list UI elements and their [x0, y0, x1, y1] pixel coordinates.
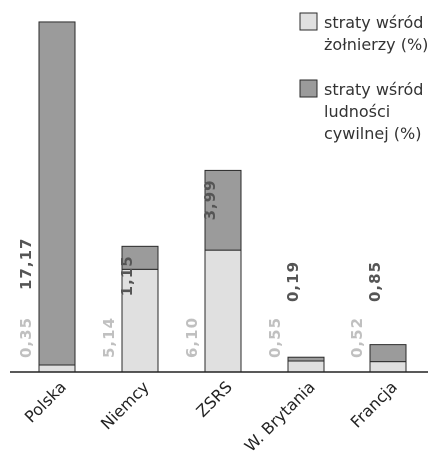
value-label-civilians: 0,85 — [366, 261, 384, 302]
value-label-soldiers: 0,52 — [348, 317, 366, 358]
bar-soldiers-francja — [369, 361, 407, 373]
bar-soldiers-polska — [38, 364, 76, 373]
value-label-civilians: 3,99 — [201, 179, 219, 220]
value-label-civilians: 0,19 — [284, 261, 302, 302]
bars-group — [38, 21, 407, 373]
bar-civilians-francja — [369, 344, 407, 363]
bar-soldiers-zsrs — [204, 249, 242, 373]
legend: straty wśród żołnierzy (%) straty wśród lud… — [299, 12, 428, 143]
bar-soldiers-w-brytania — [287, 360, 325, 373]
value-label-soldiers: 5,14 — [100, 317, 118, 358]
bar-civilians-zsrs — [204, 169, 242, 251]
value-label-civilians: 17,17 — [17, 238, 35, 290]
category-label-zsrs: ZSRS — [192, 377, 235, 420]
value-label-civilians: 1,15 — [118, 255, 136, 296]
value-labels-group: 0,35 17,17 5,14 1,15 6,10 3,99 0,550,19 0,520,8… — [17, 179, 384, 358]
category-labels-group: Polska Niemcy ZSRS W. Brytania Francja — [21, 377, 401, 452]
value-label-soldiers: 0,55 — [266, 317, 284, 358]
legend-swatch-civilians — [299, 79, 318, 98]
category-label-polska: Polska — [21, 377, 70, 426]
legend-label-civilians: straty wśród ludności cywilnej (%) — [324, 80, 423, 143]
category-label-francja: Francja — [347, 377, 401, 431]
bar-civilians-niemcy — [121, 245, 159, 270]
legend-label-soldiers: straty wśród żołnierzy (%) — [324, 13, 428, 54]
value-label-soldiers: 0,35 — [17, 317, 35, 358]
legend-swatch-soldiers — [299, 12, 318, 31]
category-label-w-brytania: W. Brytania — [241, 377, 319, 452]
bar-civilians-polska — [38, 21, 76, 366]
category-label-niemcy: Niemcy — [97, 377, 153, 433]
value-label-soldiers: 6,10 — [183, 317, 201, 358]
bar-civilians-w-brytania — [287, 356, 325, 362]
